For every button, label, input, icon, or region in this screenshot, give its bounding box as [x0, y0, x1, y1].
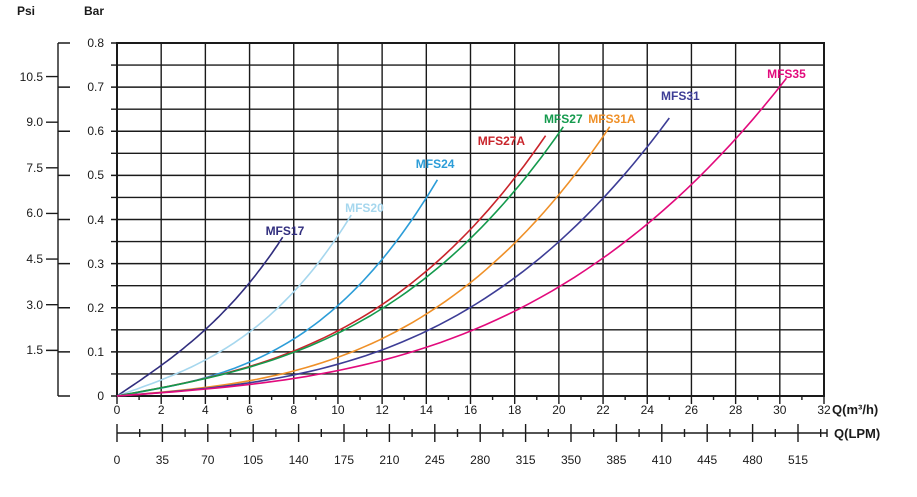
- x-tick-label-lpm: 280: [470, 453, 491, 467]
- bar-axis-ticks: [58, 42, 70, 397]
- x-tick-label-m3h: 32: [817, 403, 831, 417]
- x-tick-label-m3h: 6: [246, 403, 253, 417]
- curve-MFS17: [116, 236, 284, 397]
- x-tick-label-m3h: 18: [508, 403, 522, 417]
- series-label-MFS27: MFS27: [543, 112, 583, 127]
- series-label-MFS31A: MFS31A: [588, 112, 636, 127]
- series-label-MFS17: MFS17: [265, 223, 305, 238]
- x-tick-label-lpm: 515: [787, 453, 809, 467]
- x-tick-label-m3h: 8: [290, 403, 298, 417]
- bar-tick-label: 0.6: [87, 124, 104, 139]
- x-axis-title-m3h: Q(m³/h): [832, 402, 879, 417]
- x-tick-label-m3h: 10: [331, 403, 345, 417]
- x-axis-title-lpm: Q(LPM): [834, 426, 881, 441]
- x-tick-label-lpm: 445: [697, 453, 718, 467]
- x-tick-label-lpm: 385: [606, 453, 627, 467]
- series-label-MFS20: MFS20: [345, 201, 384, 216]
- x-tick-label-lpm: 350: [560, 453, 582, 467]
- psi-tick-label: 9.0: [26, 115, 43, 130]
- x-axis-ticks-m3h: [116, 396, 825, 404]
- bar-minor-ticks: [111, 42, 117, 397]
- x-tick-label-lpm: 140: [288, 453, 309, 467]
- psi-tick-label: 3.0: [26, 297, 43, 312]
- series-label-MFS24: MFS24: [415, 156, 455, 171]
- psi-tick-label: 10.5: [19, 69, 43, 84]
- psi-axis-ticks: [46, 75, 58, 352]
- x-tick-label-lpm: 210: [379, 453, 400, 467]
- x-tick-label-m3h: 20: [552, 403, 566, 417]
- x-tick-label-lpm: 105: [243, 453, 264, 467]
- x-tick-label-m3h: 12: [375, 403, 389, 417]
- x-tick-label-m3h: 22: [596, 403, 610, 417]
- x-tick-label-m3h: 26: [684, 403, 699, 417]
- bar-tick-label: 0.2: [87, 300, 104, 315]
- psi-tick-label: 4.5: [26, 252, 43, 267]
- x-tick-label-lpm: 245: [424, 453, 445, 467]
- curve-MFS35: [116, 77, 788, 397]
- x-tick-label-m3h: 24: [640, 403, 654, 417]
- curve-MFS20: [116, 214, 352, 397]
- x-tick-label-m3h: 28: [728, 403, 743, 417]
- x-tick-label-lpm: 175: [333, 453, 355, 467]
- lpm-axis-ticks: [116, 424, 828, 442]
- bar-tick-label: 0.8: [87, 36, 104, 50]
- bar-tick-label: 0.7: [87, 80, 104, 95]
- x-tick-label-lpm: 315: [515, 453, 536, 467]
- grid-lines: [116, 42, 825, 397]
- bar-tick-label: 0: [97, 389, 104, 403]
- psi-tick-label: 7.5: [26, 160, 43, 175]
- x-tick-label-m3h: 14: [419, 403, 433, 417]
- x-tick-label-lpm: 70: [201, 453, 215, 467]
- bar-axis-title: Bar: [83, 4, 104, 18]
- x-tick-label-m3h: 4: [202, 403, 209, 417]
- bar-tick-label: 0.4: [87, 212, 104, 227]
- psi-axis-title: Psi: [16, 4, 35, 18]
- curve-MFS24: [116, 179, 439, 397]
- series-label-MFS31: MFS31: [661, 88, 700, 103]
- series-label-MFS27A: MFS27A: [477, 133, 526, 148]
- psi-tick-label: 6.0: [26, 206, 43, 221]
- x-tick-label-lpm: 410: [651, 453, 672, 467]
- bar-tick-label: 0.5: [87, 168, 104, 183]
- x-tick-label-lpm: 35: [155, 453, 170, 467]
- psi-tick-label: 1.5: [26, 343, 43, 358]
- bar-tick-label: 0.1: [87, 344, 104, 359]
- x-tick-label-m3h: 2: [157, 403, 165, 417]
- x-tick-label-lpm: 0: [113, 453, 121, 467]
- curve-MFS27: [116, 126, 564, 397]
- x-tick-label-m3h: 0: [113, 403, 121, 417]
- bar-tick-label: 0.3: [87, 256, 104, 271]
- x-tick-label-lpm: 480: [742, 453, 763, 467]
- series-label-MFS35: MFS35: [767, 67, 806, 82]
- x-tick-label-m3h: 30: [773, 403, 787, 417]
- x-tick-label-m3h: 16: [463, 403, 478, 417]
